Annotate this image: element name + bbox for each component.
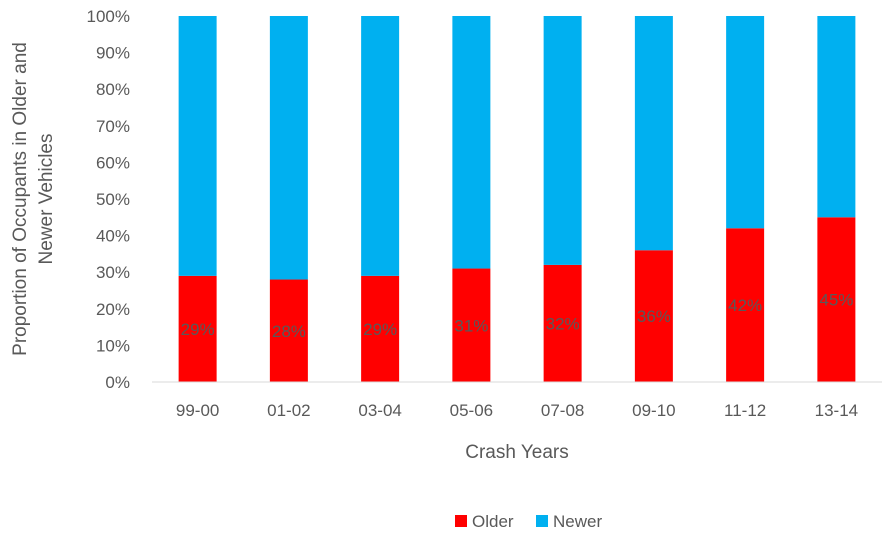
bar-older-03-04 (361, 275, 400, 382)
data-label-older-05-06: 31% (454, 316, 488, 335)
bar-older-09-10 (634, 250, 673, 382)
bar-older-01-02 (269, 279, 308, 382)
y-axis-title-line-2: Newer Vehicles (36, 134, 57, 265)
y-axis-title: Proportion of Occupants in Older and New… (10, 42, 57, 356)
x-tick-label: 05-06 (450, 401, 493, 420)
x-tick-label: 07-08 (541, 401, 584, 420)
legend-swatch-older (455, 515, 467, 527)
bar-newer-07-08 (543, 16, 582, 265)
y-tick-label: 60% (96, 153, 130, 172)
data-label-older-09-10: 36% (637, 307, 671, 326)
x-tick-label: 01-02 (267, 401, 310, 420)
legend-swatch-newer (536, 515, 548, 527)
x-tick-label: 09-10 (632, 401, 675, 420)
data-label-older-13-14: 45% (819, 291, 853, 310)
bar-newer-13-14 (817, 16, 856, 218)
bar-newer-01-02 (269, 16, 308, 280)
data-label-older-03-04: 29% (363, 320, 397, 339)
y-tick-label: 10% (96, 336, 130, 355)
bars-group (178, 16, 856, 382)
bar-older-99-00 (178, 275, 217, 382)
y-tick-label: 20% (96, 300, 130, 319)
bar-newer-99-00 (178, 16, 217, 276)
bar-newer-03-04 (361, 16, 400, 276)
bar-older-13-14 (817, 217, 856, 382)
x-tick-label: 11-12 (724, 401, 766, 420)
bar-newer-09-10 (634, 16, 673, 251)
bar-older-11-12 (726, 228, 765, 382)
y-tick-label: 70% (96, 117, 130, 136)
x-axis-title: Crash Years (465, 442, 569, 463)
data-label-older-07-08: 32% (546, 314, 580, 333)
y-tick-label: 40% (96, 227, 130, 246)
x-tick-label: 03-04 (358, 401, 401, 420)
legend: Older Newer (455, 512, 602, 531)
y-axis-title-line-1: Proportion of Occupants in Older and (10, 42, 31, 356)
data-labels-group: 29% 28% 29% 31% 32% 36% 42% 45% (181, 291, 854, 341)
data-label-older-99-00: 29% (181, 320, 215, 339)
bar-older-07-08 (543, 264, 582, 382)
data-label-older-01-02: 28% (272, 322, 306, 341)
x-axis-ticks: 99-00 01-02 03-04 05-06 07-08 09-10 11-12 13-14 (176, 401, 858, 420)
y-tick-label: 0% (105, 373, 130, 392)
bar-older-05-06 (452, 268, 491, 382)
legend-label-newer: Newer (553, 512, 602, 531)
y-tick-label: 100% (87, 7, 130, 26)
legend-label-older: Older (472, 512, 514, 531)
x-tick-label: 13-14 (815, 401, 858, 420)
y-tick-label: 30% (96, 263, 130, 282)
bar-newer-05-06 (452, 16, 491, 269)
y-tick-label: 80% (96, 80, 130, 99)
x-tick-label: 99-00 (176, 401, 219, 420)
y-tick-label: 90% (96, 44, 130, 63)
data-label-older-11-12: 42% (728, 296, 762, 315)
y-tick-label: 50% (96, 190, 130, 209)
bar-newer-11-12 (726, 16, 765, 229)
y-axis-ticks: 0% 10% 20% 30% 40% 50% 60% 70% 80% 90% 100% (87, 7, 130, 392)
